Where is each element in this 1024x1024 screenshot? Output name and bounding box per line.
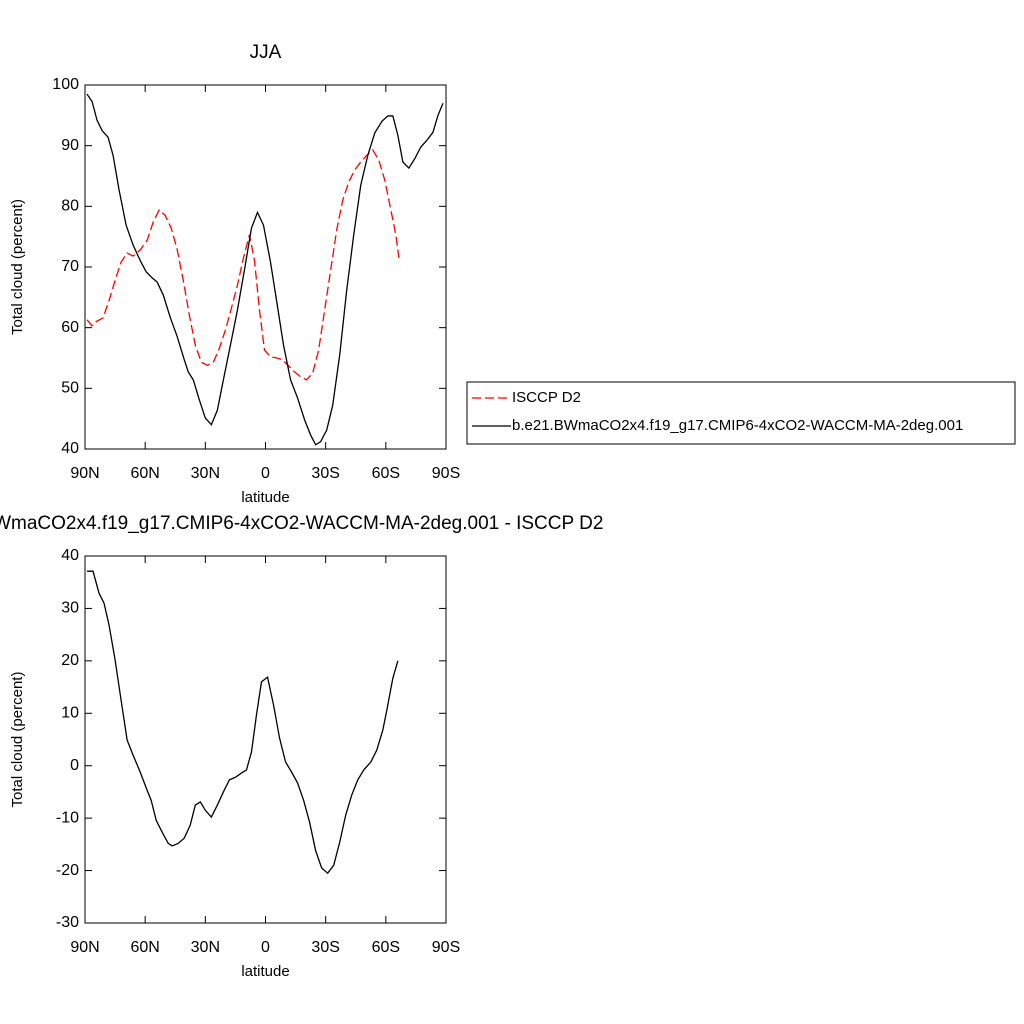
y-tick-label: -20 <box>56 862 79 879</box>
plot-frame <box>84 555 447 924</box>
y-tick-label: 60 <box>61 319 79 336</box>
x-tick-label: 0 <box>261 465 270 482</box>
y-tick-label: 40 <box>61 440 79 457</box>
data-line <box>86 93 444 446</box>
y-tick-label: 0 <box>70 757 79 774</box>
y-tick-label: 80 <box>61 198 79 215</box>
y-tick-label: -10 <box>56 809 79 826</box>
chart-title: JJA <box>250 42 282 63</box>
x-tick-label: 90S <box>432 465 460 482</box>
y-tick-label: 40 <box>61 547 79 564</box>
y-tick-label: 10 <box>61 705 79 722</box>
data-line <box>86 148 400 381</box>
x-tick-label: 90N <box>70 465 99 482</box>
y-tick-label: -30 <box>56 914 79 931</box>
y-axis-label: Total cloud (percent) <box>9 199 26 335</box>
y-tick-label: 100 <box>52 76 79 93</box>
legend-frame <box>466 381 1016 445</box>
legend-label: ISCCP D2 <box>512 389 581 406</box>
x-axis-label: latitude <box>241 489 289 506</box>
x-tick-label: 90N <box>70 939 99 956</box>
x-tick-label: 60S <box>372 465 400 482</box>
data-line <box>87 570 399 875</box>
y-tick-label: 90 <box>61 137 79 154</box>
x-tick-label: 30S <box>311 939 339 956</box>
x-tick-label: 30S <box>311 465 339 482</box>
chart-title: b.e21.BWmaCO2x4.f19_g17.CMIP6-4xCO2-WACC… <box>0 513 603 534</box>
y-tick-label: 50 <box>61 380 79 397</box>
y-tick-label: 30 <box>61 600 79 617</box>
y-tick-label: 70 <box>61 258 79 275</box>
x-tick-label: 60N <box>130 939 159 956</box>
x-tick-label: 60S <box>372 939 400 956</box>
x-tick-label: 90S <box>432 939 460 956</box>
legend-label: b.e21.BWmaCO2x4.f19_g17.CMIP6-4xCO2-WACC… <box>512 417 963 434</box>
x-tick-label: 60N <box>130 465 159 482</box>
x-axis-label: latitude <box>241 963 289 980</box>
y-tick-label: 20 <box>61 652 79 669</box>
x-tick-label: 30N <box>191 939 220 956</box>
plot-frame <box>84 84 447 450</box>
x-tick-label: 0 <box>261 939 270 956</box>
x-tick-label: 30N <box>191 465 220 482</box>
y-axis-label: Total cloud (percent) <box>9 672 26 808</box>
